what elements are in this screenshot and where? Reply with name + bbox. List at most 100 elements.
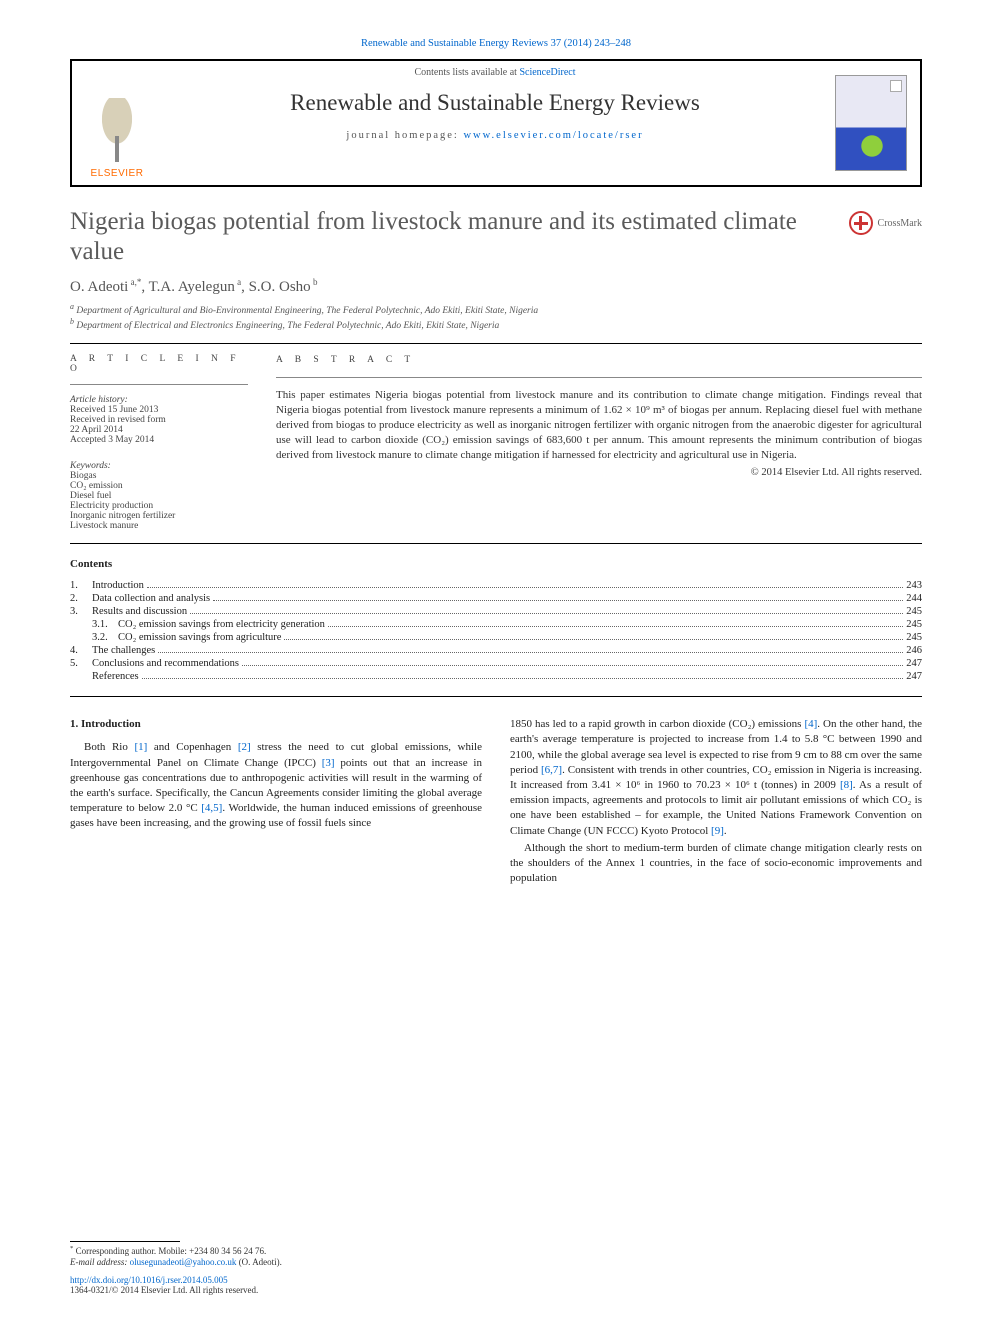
toc-leader-dots xyxy=(284,639,903,640)
journal-name: Renewable and Sustainable Energy Reviews xyxy=(162,90,828,116)
keyword: Inorganic nitrogen fertilizer xyxy=(70,511,248,521)
citation-link[interactable]: [4,5] xyxy=(201,802,222,814)
issn-copyright-line: 1364-0321/© 2014 Elsevier Ltd. All right… xyxy=(70,1285,922,1295)
authors-line: O. Adeoti a,*, T.A. Ayelegun a, S.O. Osh… xyxy=(70,277,922,296)
author-2-aff: a xyxy=(235,277,241,287)
article-info-block: A R T I C L E I N F O Article history: R… xyxy=(70,354,248,531)
article-info-head: A R T I C L E I N F O xyxy=(70,354,248,374)
divider xyxy=(276,377,922,378)
email-attribution: (O. Adeoti). xyxy=(239,1257,282,1267)
email-link[interactable]: olusegunadeoti@yahoo.co.uk xyxy=(130,1257,237,1267)
author-2: T.A. Ayelegun xyxy=(149,279,235,295)
toc-row[interactable]: References 247 xyxy=(70,671,922,682)
toc-page: 243 xyxy=(906,580,922,591)
journal-homepage-line: journal homepage: www.elsevier.com/locat… xyxy=(162,130,828,141)
contents-lists-line: Contents lists available at ScienceDirec… xyxy=(162,67,828,78)
history-line: Accepted 3 May 2014 xyxy=(70,435,248,445)
toc: 1.Introduction243 2.Data collection and a… xyxy=(70,580,922,682)
crossmark-badge[interactable]: CrossMark xyxy=(849,211,922,235)
email-label: E-mail address: xyxy=(70,1257,130,1267)
toc-page: 244 xyxy=(906,593,922,604)
toc-label: Conclusions and recommendations xyxy=(92,658,239,669)
toc-page: 245 xyxy=(906,619,922,630)
keyword: Electricity production xyxy=(70,501,248,511)
toc-page: 246 xyxy=(906,645,922,656)
body-columns: 1. Introduction Both Rio [1] and Copenha… xyxy=(70,717,922,888)
toc-leader-dots xyxy=(142,678,904,679)
citation-link[interactable]: [3] xyxy=(322,757,335,769)
toc-row[interactable]: 3.2.CO₂ emission savings from agricultur… xyxy=(70,632,922,643)
toc-row[interactable]: 5.Conclusions and recommendations 247 xyxy=(70,658,922,669)
toc-row[interactable]: 3.1.CO₂ emission savings from electricit… xyxy=(70,619,922,630)
toc-page: 245 xyxy=(906,606,922,617)
toc-page: 247 xyxy=(906,658,922,669)
affiliation-a: a Department of Agricultural and Bio-Env… xyxy=(70,302,922,316)
doi-line: http://dx.doi.org/10.1016/j.rser.2014.05… xyxy=(70,1275,922,1285)
title-row: Nigeria biogas potential from livestock … xyxy=(70,207,922,267)
affiliation-a-letter: a xyxy=(70,302,74,311)
citation-link[interactable]: [6,7] xyxy=(541,764,562,776)
author-3-aff: b xyxy=(311,277,318,287)
toc-leader-dots xyxy=(213,600,903,601)
running-header: Renewable and Sustainable Energy Reviews… xyxy=(70,38,922,49)
toc-row[interactable]: 3.Results and discussion 245 xyxy=(70,606,922,617)
page-footer: * Corresponding author. Mobile: +234 80 … xyxy=(70,1241,922,1295)
abstract-copyright: © 2014 Elsevier Ltd. All rights reserved… xyxy=(276,466,922,480)
toc-label: Results and discussion xyxy=(92,606,187,617)
corresponding-author-text: Corresponding author. Mobile: +234 80 34… xyxy=(76,1246,267,1256)
toc-row[interactable]: 4.The challenges246 xyxy=(70,645,922,656)
citation-link[interactable]: [2] xyxy=(238,741,251,753)
author-1-aff: a, xyxy=(128,277,137,287)
toc-label: References xyxy=(92,671,139,682)
article-title: Nigeria biogas potential from livestock … xyxy=(70,207,800,267)
journal-homepage-link[interactable]: www.elsevier.com/locate/rser xyxy=(463,130,643,141)
abstract-text: This paper estimates Nigeria biogas pote… xyxy=(276,388,922,462)
elsevier-logo: ELSEVIER xyxy=(72,61,162,185)
body-paragraph: Both Rio [1] and Copenhagen [2] stress t… xyxy=(70,740,482,831)
doi-link[interactable]: http://dx.doi.org/10.1016/j.rser.2014.05… xyxy=(70,1275,228,1285)
toc-leader-dots xyxy=(328,626,903,627)
keyword: Livestock manure xyxy=(70,521,248,531)
journal-homepage-label: journal homepage: xyxy=(346,130,463,141)
citation-link[interactable]: [1] xyxy=(134,741,147,753)
body-paragraph: Although the short to medium-term burden… xyxy=(510,841,922,887)
elsevier-wordmark: ELSEVIER xyxy=(91,168,144,179)
affiliation-b-text: Department of Electrical and Electronics… xyxy=(76,321,499,331)
keywords-head: Keywords: xyxy=(70,461,248,471)
author-1: O. Adeoti xyxy=(70,279,128,295)
divider xyxy=(70,343,922,344)
history-line: Received in revised form xyxy=(70,415,248,425)
citation-link[interactable]: [4] xyxy=(804,718,817,730)
crossmark-label: CrossMark xyxy=(878,218,922,229)
toc-label: CO₂ emission savings from electricity ge… xyxy=(118,619,325,630)
toc-row[interactable]: 2.Data collection and analysis244 xyxy=(70,593,922,604)
elsevier-tree-icon xyxy=(87,98,147,168)
divider xyxy=(70,384,248,385)
article-history-head: Article history: xyxy=(70,395,248,405)
citation-link[interactable]: [8] xyxy=(840,779,853,791)
keyword: Biogas xyxy=(70,471,248,481)
journal-cover xyxy=(828,67,914,179)
body-column-left: 1. Introduction Both Rio [1] and Copenha… xyxy=(70,717,482,888)
toc-page: 247 xyxy=(906,671,922,682)
running-header-link[interactable]: Renewable and Sustainable Energy Reviews… xyxy=(361,38,631,49)
toc-row[interactable]: 1.Introduction243 xyxy=(70,580,922,591)
body-paragraph: 1850 has led to a rapid growth in carbon… xyxy=(510,717,922,838)
affiliation-b-letter: b xyxy=(70,317,74,326)
toc-number: 5. xyxy=(70,658,92,669)
keyword: CO₂ emission xyxy=(70,481,248,491)
citation-link[interactable]: [9] xyxy=(711,825,724,837)
history-line: Received 15 June 2013 xyxy=(70,405,248,415)
divider xyxy=(70,543,922,544)
toc-number: 3. xyxy=(70,606,92,617)
section-heading: 1. Introduction xyxy=(70,717,482,732)
journal-header-box: ELSEVIER Contents lists available at Sci… xyxy=(70,59,922,187)
body-column-right: 1850 has led to a rapid growth in carbon… xyxy=(510,717,922,888)
sciencedirect-link[interactable]: ScienceDirect xyxy=(519,67,575,78)
info-abstract-row: A R T I C L E I N F O Article history: R… xyxy=(70,354,922,531)
toc-number: 3.1. xyxy=(70,619,118,630)
email-line: E-mail address: olusegunadeoti@yahoo.co.… xyxy=(70,1257,922,1267)
keyword: Diesel fuel xyxy=(70,491,248,501)
toc-label: CO₂ emission savings from agriculture xyxy=(118,632,281,643)
toc-number: 3.2. xyxy=(70,632,118,643)
